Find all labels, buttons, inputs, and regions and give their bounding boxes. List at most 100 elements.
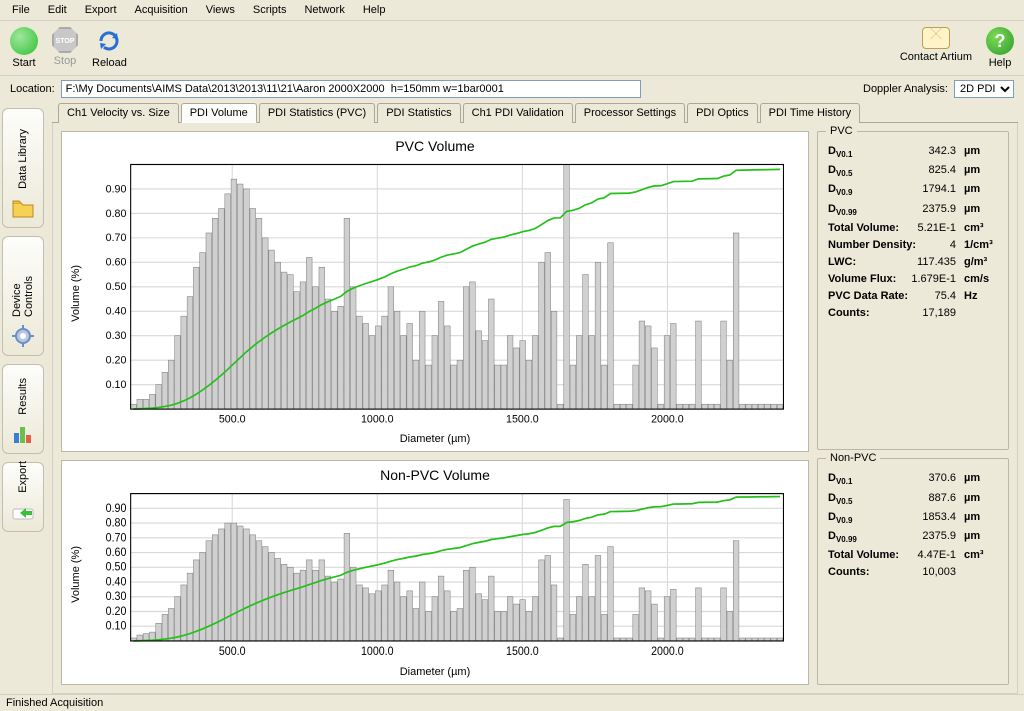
stat-value: 2375.9 <box>861 530 960 542</box>
y-axis-label: Volume (%) <box>68 546 84 603</box>
svg-text:1000.0: 1000.0 <box>361 413 394 425</box>
sidetab-export[interactable]: Export <box>2 462 44 532</box>
contact-button[interactable]: Contact Artium <box>900 27 972 63</box>
svg-text:0.10: 0.10 <box>106 379 127 391</box>
mail-icon <box>922 27 950 49</box>
stat-unit: µm <box>964 145 998 157</box>
stat-key: LWC: <box>828 256 856 268</box>
tab-ch1-velocity-vs-size[interactable]: Ch1 Velocity vs. Size <box>58 103 179 123</box>
svg-text:0.90: 0.90 <box>106 503 127 515</box>
menu-views[interactable]: Views <box>198 2 243 18</box>
help-icon: ? <box>986 27 1014 55</box>
start-button[interactable]: Start <box>10 27 38 69</box>
svg-text:0.60: 0.60 <box>106 256 127 268</box>
svg-text:0.60: 0.60 <box>106 547 127 559</box>
tab-pdi-time-history[interactable]: PDI Time History <box>760 103 861 123</box>
stat-value: 10,003 <box>874 566 960 578</box>
menu-edit[interactable]: Edit <box>40 2 75 18</box>
stat-value: 4.47E-1 <box>903 549 960 561</box>
tab-ch1-pdi-validation[interactable]: Ch1 PDI Validation <box>463 103 573 123</box>
svg-text:1500.0: 1500.0 <box>506 413 539 425</box>
svg-text:500.0: 500.0 <box>219 413 246 425</box>
stat-value: 1.679E-1 <box>900 273 960 285</box>
stat-row: PVC Data Rate:75.4Hz <box>828 290 998 302</box>
stat-unit: Hz <box>964 290 998 302</box>
stat-unit: µm <box>964 472 998 484</box>
svg-text:0.30: 0.30 <box>106 591 127 603</box>
help-button[interactable]: ? Help <box>986 27 1014 69</box>
svg-text:0.70: 0.70 <box>106 532 127 544</box>
doppler-select[interactable]: 2D PDI <box>954 80 1014 98</box>
tab-pdi-statistics-pvc-[interactable]: PDI Statistics (PVC) <box>259 103 375 123</box>
stat-unit: µm <box>964 511 998 523</box>
stat-value: 75.4 <box>912 290 960 302</box>
stat-unit: µm <box>964 164 998 176</box>
stat-value: 5.21E-1 <box>903 222 960 234</box>
stat-value: 342.3 <box>856 145 960 157</box>
pvc-chart: PVC Volume Volume (%) 0.100.200.300.400.… <box>61 131 809 452</box>
folder-icon <box>10 195 36 221</box>
tab-pdi-optics[interactable]: PDI Optics <box>687 103 758 123</box>
help-label: Help <box>989 57 1012 69</box>
stop-label: Stop <box>54 55 77 67</box>
stat-row: Counts:17,189 <box>828 307 998 319</box>
menu-file[interactable]: File <box>4 2 38 18</box>
stat-unit: g/m³ <box>964 256 998 268</box>
stat-key: Total Volume: <box>828 222 899 234</box>
svg-text:0.80: 0.80 <box>106 518 127 530</box>
doppler-label: Doppler Analysis: <box>863 83 948 95</box>
bars-icon <box>10 421 36 447</box>
stat-value: 4 <box>920 239 960 251</box>
svg-text:0.80: 0.80 <box>106 208 127 220</box>
stat-unit: 1/cm³ <box>964 239 998 251</box>
location-input[interactable] <box>61 80 641 98</box>
gear-icon <box>10 323 36 349</box>
stat-row: DV0.1342.3µm <box>828 145 998 159</box>
tab-pdi-volume[interactable]: PDI Volume <box>181 103 257 123</box>
stat-unit: cm/s <box>964 273 998 285</box>
stat-value: 825.4 <box>856 164 960 176</box>
menu-export[interactable]: Export <box>77 2 125 18</box>
svg-text:0.20: 0.20 <box>106 606 127 618</box>
tab-bar: Ch1 Velocity vs. SizePDI VolumePDI Stati… <box>52 102 1018 123</box>
stat-row: DV0.992375.9µm <box>828 203 998 217</box>
stat-key: DV0.5 <box>828 164 852 178</box>
tab-pdi-statistics[interactable]: PDI Statistics <box>377 103 460 123</box>
stat-unit: cm³ <box>964 549 998 561</box>
pvc-stats-group: PVC DV0.1342.3µmDV0.5825.4µmDV0.91794.1µ… <box>817 131 1009 450</box>
stat-unit: µm <box>964 492 998 504</box>
stat-row: DV0.992375.9µm <box>828 530 998 544</box>
reload-button[interactable]: Reload <box>92 27 127 69</box>
stat-value: 2375.9 <box>861 203 960 215</box>
stat-unit: µm <box>964 183 998 195</box>
svg-text:2000.0: 2000.0 <box>651 413 684 425</box>
stat-row: DV0.5887.6µm <box>828 492 998 506</box>
svg-text:0.20: 0.20 <box>106 354 127 366</box>
stat-key: DV0.9 <box>828 511 852 525</box>
reload-label: Reload <box>92 57 127 69</box>
sidetab-results[interactable]: Results <box>2 364 44 454</box>
stat-row: Number Density:41/cm³ <box>828 239 998 251</box>
menu-help[interactable]: Help <box>355 2 394 18</box>
svg-text:0.70: 0.70 <box>106 232 127 244</box>
stat-value: 117.435 <box>860 256 960 268</box>
stat-row: Total Volume:4.47E-1cm³ <box>828 549 998 561</box>
status-text: Finished Acquisition <box>6 697 103 709</box>
svg-text:1000.0: 1000.0 <box>361 646 394 658</box>
menu-acquisition[interactable]: Acquisition <box>127 2 196 18</box>
nonpvc-plot: 0.100.200.300.400.500.600.700.800.90500.… <box>88 489 792 662</box>
group-legend: PVC <box>826 125 857 137</box>
stop-icon: STOP <box>52 27 78 53</box>
stat-value: 1794.1 <box>856 183 960 195</box>
svg-text:0.10: 0.10 <box>106 621 127 633</box>
menu-scripts[interactable]: Scripts <box>245 2 295 18</box>
reload-icon <box>95 27 123 55</box>
sidetab-data-library[interactable]: Data Library <box>2 108 44 228</box>
sidetab-device-controls[interactable]: Device Controls <box>2 236 44 356</box>
menu-network[interactable]: Network <box>296 2 352 18</box>
toolbar: Start STOP Stop Reload Contact Artium ? … <box>0 21 1024 76</box>
stat-key: Counts: <box>828 566 870 578</box>
tab-processor-settings[interactable]: Processor Settings <box>575 103 685 123</box>
stat-unit: µm <box>964 530 998 542</box>
stop-button[interactable]: STOP Stop <box>52 27 78 67</box>
